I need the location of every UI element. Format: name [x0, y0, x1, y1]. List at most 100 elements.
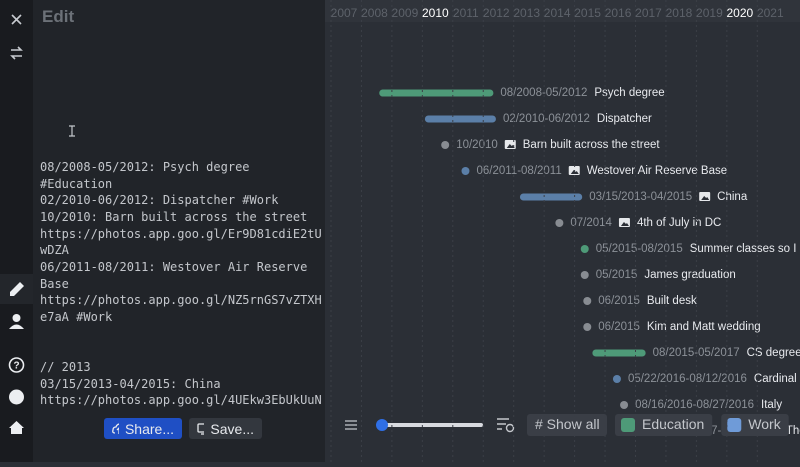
swap-icon[interactable]	[10, 46, 23, 60]
event-date: 08/16/2016-08/27/2016	[635, 399, 754, 411]
edit-icon[interactable]	[10, 282, 24, 296]
year-label: 2018	[666, 6, 693, 20]
sidebar: ?	[0, 0, 33, 462]
tag-button-bg	[615, 414, 713, 436]
event-dot[interactable]	[461, 167, 470, 175]
event-title: Westover Air Reserve Base	[587, 165, 727, 177]
event-title: The	[786, 425, 800, 437]
share-button[interactable]: Share...	[104, 418, 182, 439]
year-label: 2011	[453, 6, 479, 20]
help-icon[interactable]: ?	[8, 357, 25, 373]
event-bar[interactable]	[424, 115, 496, 123]
event-date: 06/2015	[598, 295, 640, 307]
year-label: 2020	[726, 6, 753, 20]
event-title: Cardinal H	[754, 373, 800, 385]
editor-line: 10/2010: Barn built across the street	[40, 210, 308, 224]
event-title: 4th of July in DC	[637, 217, 721, 229]
event-dot[interactable]	[441, 141, 450, 149]
github-icon[interactable]	[9, 389, 24, 405]
editor-line: wDZA	[40, 243, 69, 257]
year-label: 2016	[605, 6, 632, 20]
home-icon[interactable]	[9, 421, 24, 434]
event-title: Built desk	[647, 295, 697, 307]
event-dot[interactable]	[612, 375, 621, 383]
event-dot[interactable]	[583, 323, 592, 331]
event-title: China	[717, 191, 748, 203]
event-date: 06/2015	[598, 321, 640, 333]
editor-line: // 2013	[40, 360, 91, 374]
timeline: 08/2008-05/2012 Psych degree 02/2010-06/20…	[325, 0, 800, 462]
share-label: Share...	[124, 420, 174, 437]
show-all-button[interactable]	[527, 414, 607, 436]
event-bar[interactable]	[379, 89, 494, 97]
monitor-icon	[197, 422, 205, 435]
year-label: 2007	[331, 6, 358, 20]
editor-line: 02/2010-06/2012: Dispatcher #Work	[40, 193, 279, 207]
event-bar[interactable]	[519, 193, 583, 201]
tag-button[interactable]: Education	[615, 414, 713, 436]
event-date: 08/2015-05/2017	[653, 347, 740, 359]
image-icon-mountain	[506, 144, 515, 148]
event-date: 08/2008-05/2012	[500, 87, 587, 99]
year-label: 2014	[544, 6, 571, 20]
text-cursor	[69, 125, 75, 137]
year-label: 2019	[696, 6, 723, 20]
image-icon-mountain	[701, 196, 710, 200]
event-date: 02/2010-06/2012	[503, 113, 590, 125]
event-dot[interactable]	[555, 219, 564, 227]
year-label: 2017	[635, 6, 662, 20]
tag-button[interactable]: Work	[721, 414, 789, 436]
editor-line: 03/15/2013-04/2015: China	[40, 377, 221, 391]
event-title: James graduation	[644, 269, 735, 281]
filter-icon-dot	[505, 423, 515, 433]
zoom-knob[interactable]	[376, 419, 388, 431]
event-title: Barn built across the street	[523, 139, 661, 151]
editor-line: 08/2008-05/2012: Psych degree	[40, 160, 250, 174]
event-dot[interactable]	[620, 401, 629, 409]
filter-icon[interactable]	[497, 418, 509, 430]
save-button[interactable]: Save...	[189, 418, 262, 439]
year-label: 2012	[483, 6, 510, 20]
year-label: 2009	[392, 6, 419, 20]
event-date: 05/2015	[596, 269, 638, 281]
upload-icon	[112, 422, 119, 434]
year-label: 2021	[757, 6, 784, 20]
editor-line: Base	[40, 277, 69, 291]
editor-line: https://photos.app.goo.gl/4UEkw3EbUkUuN	[40, 393, 322, 407]
year-header	[325, 0, 800, 22]
zoom-track[interactable]	[381, 423, 483, 427]
toolbar: # Show all Education Work	[345, 414, 789, 436]
event-title: Summer classes so I c	[690, 243, 800, 255]
event-title: Kim and Matt wedding	[647, 321, 761, 333]
editor-line: https://photos.app.goo.gl/Er9D81cdiE2tU	[40, 227, 322, 241]
event-title: Psych degree	[594, 87, 664, 99]
menu-icon[interactable]	[345, 420, 357, 430]
event-bar[interactable]	[592, 349, 646, 357]
tag-swatch	[621, 418, 635, 432]
editor: Edit 08/2008-05/2012: Psych degree #Educ…	[33, 0, 325, 462]
editor-line: 06/2011-08/2011: Westover Air Reserve	[40, 260, 308, 274]
year-label: 2013	[513, 6, 540, 20]
editor-title: Edit	[42, 7, 75, 26]
show-all-label: # Show all	[535, 416, 600, 432]
close-icon[interactable]	[11, 14, 22, 25]
event-date: 07/2014	[570, 217, 612, 229]
event-date: 05/2015-08/2015	[596, 243, 683, 255]
svg-text:?: ?	[13, 361, 19, 372]
event-date: 05/22/2016-08/12/2016	[628, 373, 747, 385]
image-icon-mountain	[620, 222, 629, 226]
event-title: Italy	[761, 399, 782, 411]
save-label: Save...	[210, 420, 254, 437]
event-date: 06/2011-08/2011	[476, 165, 561, 177]
year-label: 2015	[574, 6, 601, 20]
event-date: 10/2010	[456, 139, 498, 151]
event-dot[interactable]	[580, 245, 589, 253]
event-dot[interactable]	[580, 271, 589, 279]
event-dot[interactable]	[583, 297, 592, 305]
editor-line: e7aA #Work	[40, 310, 113, 324]
year-label: 2008	[361, 6, 388, 20]
year-label: 2010	[422, 6, 449, 20]
editor-line: https://photos.app.goo.gl/NZ5rnGS7vZTXH	[40, 293, 322, 307]
person-icon[interactable]	[9, 314, 24, 329]
